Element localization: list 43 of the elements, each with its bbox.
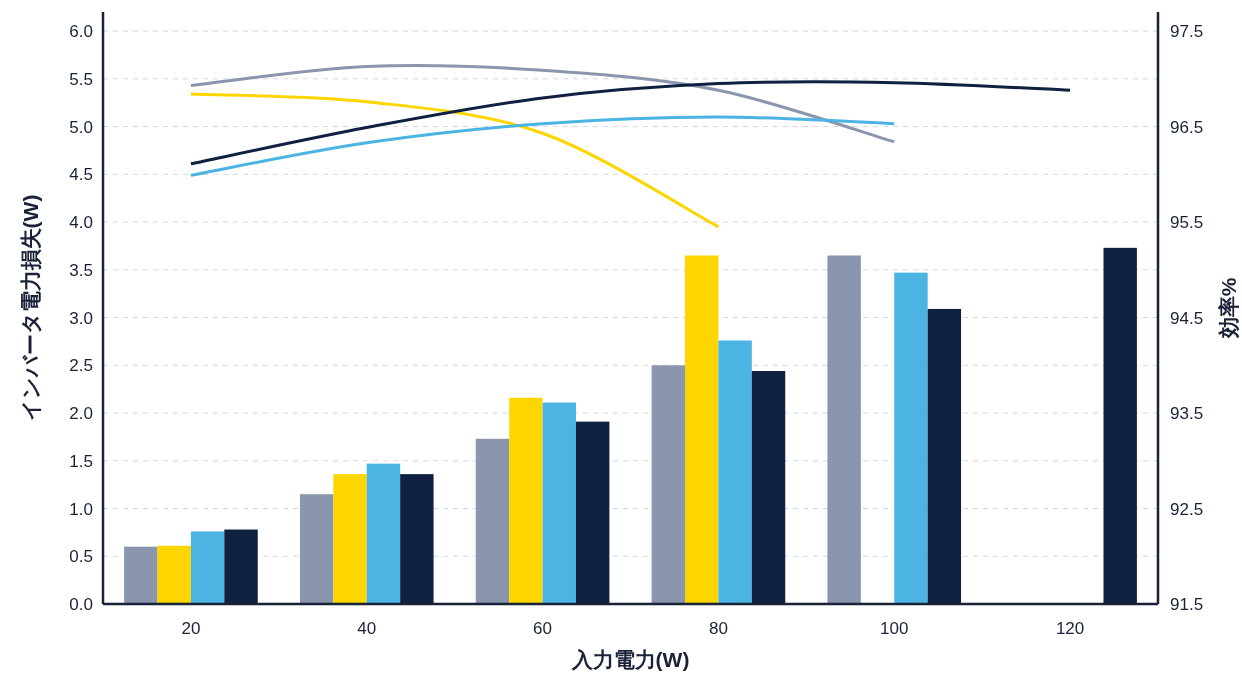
y2-axis-title: 効率% (1217, 277, 1240, 340)
x-tick-label: 100 (880, 619, 909, 638)
y-tick-label: 2.0 (69, 404, 93, 424)
y-tick-label: 6.0 (69, 22, 93, 42)
y2-tick-label: 93.5 (1170, 404, 1204, 424)
y2-tick-label: 91.5 (1170, 595, 1204, 614)
bar (157, 545, 191, 604)
y-tick-label: 0.5 (69, 547, 93, 567)
x-tick-label: 80 (708, 619, 728, 638)
y-tick-label: 1.0 (69, 499, 93, 519)
y-tick-label: 1.5 (69, 451, 93, 471)
x-tick-label: 120 (1055, 619, 1085, 638)
bar (651, 365, 686, 604)
y-tick-label: 4.5 (69, 165, 93, 185)
y-tick-label: 5.0 (69, 117, 93, 137)
x-tick-label: 20 (181, 619, 201, 638)
bar (333, 474, 367, 604)
y2-tick-label: 92.5 (1170, 499, 1204, 519)
bar (124, 546, 158, 604)
y-tick-label: 3.5 (69, 260, 93, 280)
bar (299, 494, 334, 604)
x-axis-title: 入力電力(W) (570, 648, 690, 671)
y2-tick-label: 97.5 (1170, 22, 1204, 42)
x-tick-label: 40 (357, 619, 377, 638)
y-tick-label: 5.5 (69, 69, 93, 89)
bar (366, 463, 401, 604)
y2-tick-label: 96.5 (1170, 117, 1204, 137)
bar (542, 402, 576, 604)
y2-tick-label: 94.5 (1170, 308, 1204, 328)
bar (509, 397, 543, 604)
y2-tick-label: 95.5 (1170, 213, 1204, 233)
bar (718, 340, 752, 604)
bar (475, 438, 510, 604)
bar (685, 255, 719, 604)
bar (190, 531, 225, 604)
y-tick-label: 4.0 (69, 213, 93, 233)
bar (894, 272, 928, 604)
x-tick-label: 60 (533, 619, 553, 638)
y-tick-label: 2.5 (69, 356, 93, 376)
y-tick-label: 3.0 (69, 308, 93, 328)
y-tick-label: 0.0 (69, 595, 93, 614)
bar (827, 255, 861, 604)
y-axis-title: インバータ電力損失(W) (19, 194, 42, 422)
